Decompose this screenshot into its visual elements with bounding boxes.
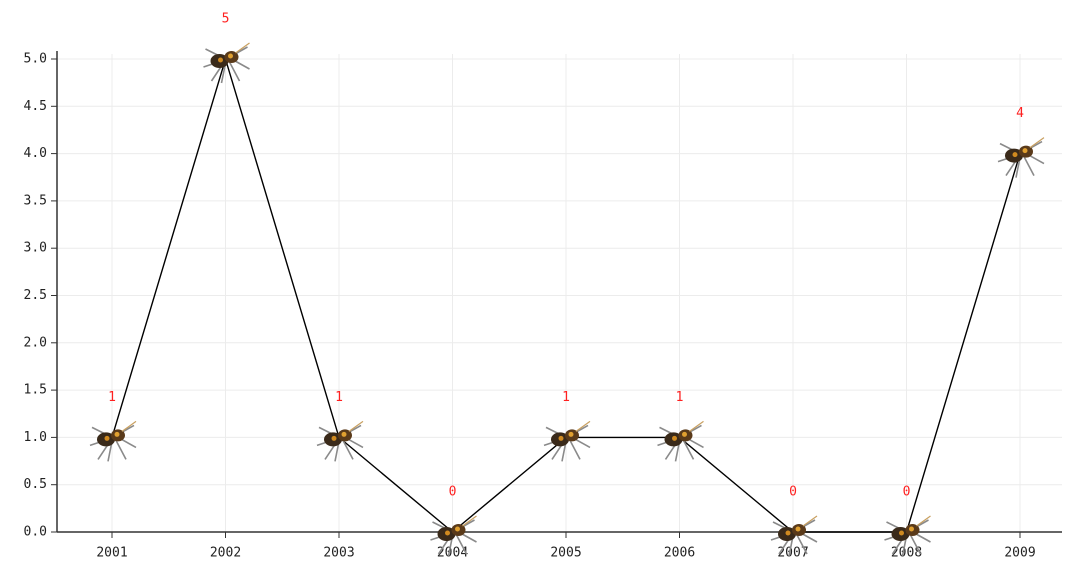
bug-marker [204, 43, 250, 83]
data-label: 1 [562, 390, 570, 405]
bug-leg [343, 440, 353, 459]
y-tick-label: 3.0 [24, 241, 47, 256]
bug-antenna [690, 421, 704, 431]
y-tick-label: 1.5 [24, 383, 47, 398]
data-label: 1 [335, 390, 343, 405]
data-label: 0 [903, 485, 911, 500]
y-tick-label: 5.0 [24, 52, 47, 67]
bug-spot [569, 432, 574, 437]
bug-antenna [1030, 138, 1044, 148]
data-label: 1 [108, 390, 116, 405]
bug-antenna [122, 421, 136, 431]
bug-leg [116, 440, 126, 459]
bug-spot [1023, 148, 1028, 153]
bug-spot [342, 432, 347, 437]
bug-spot [899, 531, 904, 536]
bug-antenna [917, 516, 931, 526]
bug-leg [570, 440, 580, 459]
bug-marker [544, 421, 590, 461]
bug-marker [90, 421, 136, 461]
bug-spot [682, 432, 687, 437]
y-tick-label: 4.0 [24, 146, 47, 161]
bug-spot [786, 531, 791, 536]
data-label: 4 [1016, 106, 1024, 121]
y-tick-label: 2.5 [24, 288, 47, 303]
bug-spot [909, 527, 914, 532]
x-tick-label: 2005 [550, 546, 581, 561]
bug-spot [218, 58, 223, 63]
bug-spot [455, 527, 460, 532]
bug-antenna [349, 421, 363, 431]
bug-marker [998, 138, 1044, 178]
bug-spot [796, 527, 801, 532]
x-tick-label: 2006 [664, 546, 695, 561]
bug-spot [1013, 152, 1018, 157]
data-label: 5 [222, 12, 230, 27]
bug-spot [445, 531, 450, 536]
x-tick-label: 2003 [323, 546, 354, 561]
data-label: 0 [789, 485, 797, 500]
bug-spot [559, 436, 564, 441]
bug-antenna [576, 421, 590, 431]
bug-marker [658, 421, 704, 461]
bug-spot [228, 54, 233, 59]
bug-antenna [236, 43, 250, 53]
x-tick-label: 2001 [96, 546, 127, 561]
y-tick-label: 0.0 [24, 525, 47, 540]
bug-spot [115, 432, 120, 437]
y-tick-label: 1.0 [24, 430, 47, 445]
bug-antenna [803, 516, 817, 526]
y-tick-label: 4.5 [24, 99, 47, 114]
data-label: 1 [676, 390, 684, 405]
y-tick-label: 2.0 [24, 335, 47, 350]
bug-spot [105, 436, 110, 441]
y-tick-label: 3.5 [24, 193, 47, 208]
bug-spot [672, 436, 677, 441]
bug-leg [684, 440, 694, 459]
bug-spot [332, 436, 337, 441]
chart: 0.0 0.5 1.0 1.5 2.0 2.5 3.0 3.5 4.0 4.5 5.0 2001 200… [0, 0, 1067, 569]
x-tick-label: 2009 [1004, 546, 1035, 561]
bug-marker [317, 421, 363, 461]
bug-leg [1024, 157, 1034, 176]
y-tick-label: 0.5 [24, 477, 47, 492]
x-tick-label: 2002 [210, 546, 241, 561]
data-label: 0 [449, 485, 457, 500]
